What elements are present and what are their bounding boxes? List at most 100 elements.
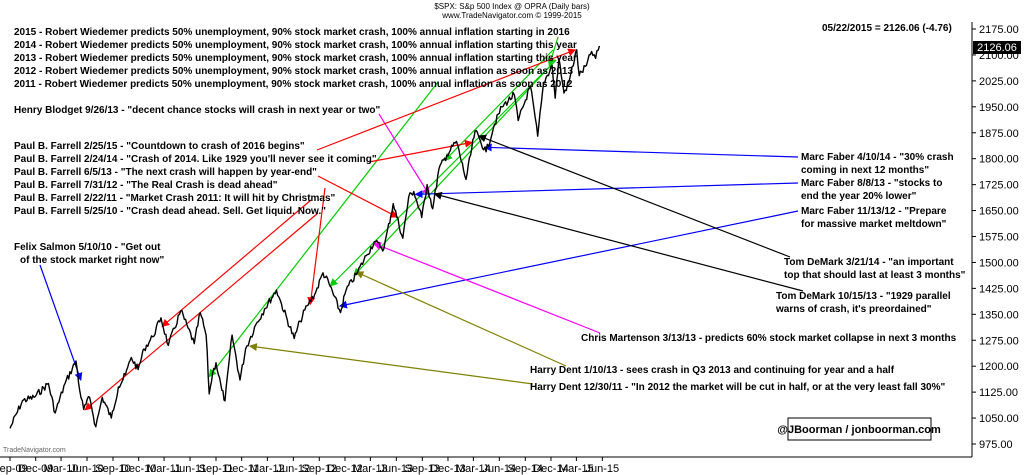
x-tick-label: Sep-11 (199, 463, 234, 475)
x-tick-label: Sep-14 (508, 463, 543, 475)
annotation-label: 2012 - Robert Wiedemer predicts 50% unem… (14, 66, 573, 77)
y-tick-label: 1950.00 (979, 102, 1019, 114)
chart-title: $SPX: S&p 500 Index @ OPRA (Daily bars) (434, 2, 590, 11)
annotation-arrow (307, 187, 326, 306)
annotation-arrow (368, 139, 473, 163)
y-tick-label: 1275.00 (979, 335, 1019, 347)
x-tick-label: Mar-12 (250, 463, 285, 475)
credit-box (787, 417, 932, 441)
x-tick-label: Mar-15 (559, 463, 594, 475)
x-tick-label: Dec-13 (430, 463, 465, 475)
annotation-label: Marc Faber 11/13/12 - "Prepare (801, 206, 947, 217)
x-tick-label: Dec-10 (121, 463, 156, 475)
y-tick-label: 1800.00 (979, 154, 1019, 166)
last-quote: 05/22/2015 = 2126.06 (-4.76) (822, 23, 952, 34)
x-tick-label: Mar-10 (44, 463, 79, 475)
y-tick-label: 1200.00 (979, 361, 1019, 373)
annotation-arrow (444, 49, 554, 162)
annotation-arrow (329, 59, 557, 287)
annotation-label: Paul B. Farrell 2/25/15 - "Countdown to … (14, 141, 305, 152)
axes: 975.00 1050.00 1125.00 1200.00 1275.00 1350.0… (0, 22, 1019, 475)
x-tick-label: Jun-13 (380, 463, 414, 475)
price-line (9, 45, 601, 429)
annotation-arrow (547, 36, 559, 67)
annotation-label: 2014 - Robert Wiedemer predicts 50% unem… (14, 40, 577, 51)
x-tick-label: Sep-13 (405, 463, 440, 475)
annotation-label: Paul B. Farrell 7/31/12 - "The Real Cras… (14, 180, 278, 191)
annotation-label: of the stock market right now" (20, 255, 164, 266)
y-tick-label: 1350.00 (979, 309, 1019, 321)
annotation-arrow (478, 134, 791, 258)
annotation-arrow (208, 81, 439, 378)
x-tick-label: Sep-09 (0, 463, 28, 475)
x-tick-label: Mar-14 (456, 463, 491, 475)
last-value-box (973, 41, 1021, 54)
y-tick-label: 1125.00 (979, 387, 1018, 399)
y-tick-label: 1500.00 (979, 257, 1019, 269)
y-tick-label: 1650.00 (979, 206, 1019, 218)
annotation-arrow (39, 264, 83, 381)
y-tick-label: 1050.00 (979, 413, 1019, 425)
x-tick-label: Mar-13 (353, 463, 388, 475)
annotation-arrow (433, 191, 804, 292)
annotation-label: Chris Martenson 3/13/13 - predicts 60% s… (581, 333, 957, 344)
last-value-label: 2126.06 (977, 42, 1017, 54)
y-tick-label: 1425.00 (979, 283, 1019, 295)
annotation-arrow (372, 242, 601, 334)
annotation-arrow (414, 182, 799, 199)
annotation-label: Harry Dent 1/10/13 - sees crash in Q3 20… (530, 365, 895, 376)
annotation-label: 2013 - Robert Wiedemer predicts 50% unem… (14, 53, 577, 64)
chart-subtitle: www.TradeNavigator.com © 1999-2015 (441, 11, 582, 20)
annotation-arrows (39, 36, 804, 411)
annotation-arrow (338, 210, 799, 309)
annotation-arrow (353, 59, 557, 277)
annotation-label: Harry Dent 12/30/11 - "In 2012 the marke… (530, 382, 945, 393)
annotation-labels: 2015 - Robert Wiedemer predicts 50% unem… (14, 27, 966, 393)
annotation-arrow (355, 271, 567, 367)
x-tick-label: Jun-10 (70, 463, 104, 475)
annotation-arrow (378, 113, 430, 196)
price-series (9, 45, 601, 429)
annotation-arrow (161, 199, 312, 328)
annotation-label: Tom DeMark 3/21/14 - "an important (784, 257, 954, 268)
y-tick-label: 1725.00 (979, 180, 1019, 192)
annotation-label: top that should last at least 3 months" (784, 270, 966, 281)
x-tick-label: Jun-11 (174, 463, 207, 475)
annotation-label: Felix Salmon 5/10/10 - "Get out (14, 242, 161, 253)
x-tick-label: Dec-09 (18, 463, 53, 475)
annotation-label: end the year 20% lower" (801, 191, 917, 202)
x-tick-label: Dec-12 (327, 463, 362, 475)
annotation-label: Marc Faber 8/8/13 - "stocks to (801, 178, 942, 189)
annotation-label: for massive market meltdown" (801, 219, 947, 230)
annotation-label: coming in next 12 months" (801, 165, 929, 176)
annotation-arrow (316, 48, 577, 151)
credit-label: @JBoorman / jonboorman.com (777, 424, 941, 436)
annotation-label: Paul B. Farrell 2/22/11 - "Market Crash … (14, 193, 336, 204)
x-tick-label: Jun-15 (586, 463, 620, 475)
x-ticks: Sep-09Dec-09Mar-10Jun-10Sep-10Dec-10Mar-… (0, 457, 619, 475)
x-tick-label: Sep-12 (302, 463, 337, 475)
x-tick-label: Jun-14 (483, 463, 517, 475)
y-tick-label: 2175.00 (979, 24, 1019, 36)
x-tick-label: Jun-12 (277, 463, 311, 475)
y-tick-label: 2025.00 (979, 76, 1019, 88)
annotation-label: Tom DeMark 10/15/13 - "1929 parallel (776, 291, 951, 302)
annotation-label: Henry Blodget 9/26/13 - "decent chance s… (14, 105, 381, 116)
annotation-arrow (248, 343, 534, 385)
y-tick-label: 1575.00 (979, 232, 1019, 244)
annotation-arrow (317, 175, 399, 218)
annotation-label: 2011 - Robert Wiedemer predicts 50% unem… (14, 79, 573, 90)
annotation-label: warns of crash, it's preordained" (775, 304, 932, 315)
y-ticks: 975.00 1050.00 1125.00 1200.00 1275.00 1350.0… (972, 24, 1019, 451)
annotation-label: Paul B. Farrell 2/24/14 - "Crash of 2014… (14, 154, 377, 165)
x-tick-label: Sep-10 (95, 463, 130, 475)
x-tick-label: Dec-11 (224, 463, 259, 475)
annotation-label: Paul B. Farrell 5/25/10 - "Crash dead ah… (14, 206, 326, 217)
annotation-label: Paul B. Farrell 6/5/13 - "The next crash… (14, 167, 317, 178)
annotation-label: Marc Faber 4/10/14 - "30% crash (801, 152, 954, 163)
x-tick-label: Mar-11 (147, 463, 181, 475)
annotation-label: 2015 - Robert Wiedemer predicts 50% unem… (14, 27, 570, 38)
y-tick-label: 1875.00 (979, 128, 1019, 140)
watermark: TradeNavigator.com (3, 447, 66, 454)
